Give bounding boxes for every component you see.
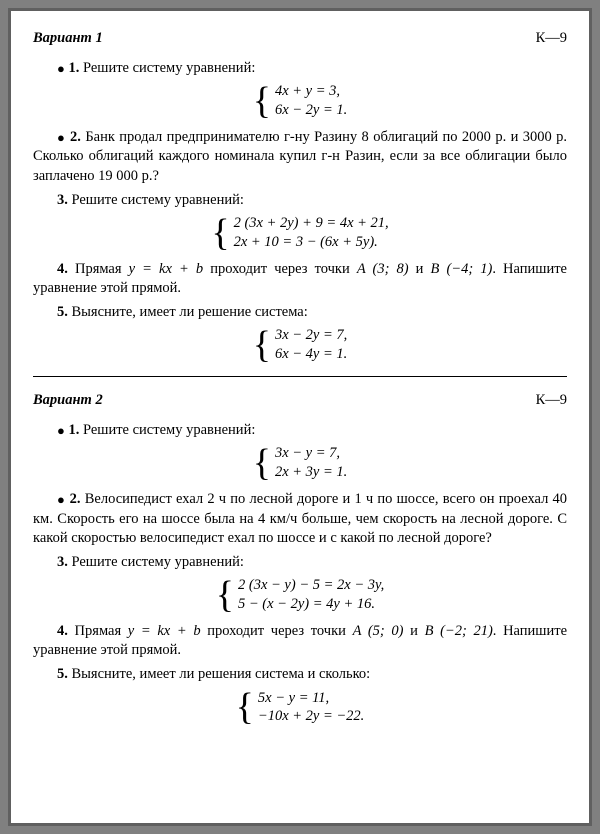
eq-line: 2x + 3y = 1. xyxy=(275,463,347,482)
v1-system1: { 4x + y = 3, 6x − 2y = 1. xyxy=(33,82,567,120)
v2-problem2: ● 2. Велосипедист ехал 2 ч по лесной дор… xyxy=(33,490,567,549)
problem-text: Выясните, имеет ли решения система и ско… xyxy=(72,666,371,682)
v2-problem1: ● 1. Решите систему уравнений: xyxy=(33,421,567,441)
eq-line: 2 (3x − y) − 5 = 2x − 3y, xyxy=(238,576,384,595)
v1-problem1: ● 1. Решите систему уравнений: xyxy=(33,59,567,79)
problem-number: 2. xyxy=(70,129,85,145)
brace-icon: { xyxy=(211,218,229,248)
problem-number: 3. xyxy=(57,554,72,570)
text-c: и xyxy=(403,623,424,639)
eq-line: −10x + 2y = −22. xyxy=(258,707,364,726)
eq-line: 2x + 10 = 3 − (6x + 5y). xyxy=(234,233,389,252)
eq-line: 3x − 2y = 7, xyxy=(275,326,347,345)
point-a: A (3; 8) xyxy=(357,261,409,277)
brace-icon: { xyxy=(236,692,254,722)
v1-system3: { 2 (3x + 2y) + 9 = 4x + 21, 2x + 10 = 3… xyxy=(33,214,567,252)
problem-number: 4. xyxy=(57,261,75,277)
problem-number: 2. xyxy=(70,491,85,507)
brace-icon: { xyxy=(253,330,271,360)
brace-icon: { xyxy=(253,448,271,478)
equations: 5x − y = 11, −10x + 2y = −22. xyxy=(258,689,364,727)
problem-number: 1. xyxy=(68,60,83,76)
text-c: и xyxy=(409,261,431,277)
variant2-klabel: К—9 xyxy=(536,391,567,411)
formula: y = kx + b xyxy=(129,261,203,277)
v2-system5: { 5x − y = 11, −10x + 2y = −22. xyxy=(33,689,567,727)
problem-text: Решите систему уравнений: xyxy=(72,554,244,570)
divider xyxy=(33,376,567,377)
v1-problem4: 4. Прямая y = kx + b проходит через точк… xyxy=(33,260,567,299)
point-b: B (−2; 21) xyxy=(425,623,493,639)
equations: 2 (3x + 2y) + 9 = 4x + 21, 2x + 10 = 3 −… xyxy=(234,214,389,252)
variant1-klabel: К—9 xyxy=(536,29,567,49)
equations: 2 (3x − y) − 5 = 2x − 3y, 5 − (x − 2y) =… xyxy=(238,576,384,614)
problem-number: 5. xyxy=(57,304,72,320)
v1-system5: { 3x − 2y = 7, 6x − 4y = 1. xyxy=(33,326,567,364)
v1-problem2: ● 2. Банк продал предпринимателю г-ну Ра… xyxy=(33,128,567,187)
eq-line: 5 − (x − 2y) = 4y + 16. xyxy=(238,595,384,614)
bullet-icon: ● xyxy=(57,60,65,75)
problem-text: Велосипедист ехал 2 ч по лесной дороге и… xyxy=(33,491,567,546)
variant1-header: Вариант 1 К—9 xyxy=(33,29,567,49)
problem-text: Банк продал предпринимателю г-ну Разину … xyxy=(33,129,567,184)
text-b: проходит через точки xyxy=(203,261,357,277)
problem-text: Решите систему уравнений: xyxy=(72,192,244,208)
v2-system1: { 3x − y = 7, 2x + 3y = 1. xyxy=(33,444,567,482)
eq-line: 5x − y = 11, xyxy=(258,689,364,708)
eq-line: 2 (3x + 2y) + 9 = 4x + 21, xyxy=(234,214,389,233)
bullet-icon: ● xyxy=(57,130,66,145)
point-b: B (−4; 1) xyxy=(431,261,493,277)
text-a: Прямая xyxy=(75,261,129,277)
equations: 4x + y = 3, 6x − 2y = 1. xyxy=(275,82,347,120)
problem-text: Решите систему уравнений: xyxy=(83,60,255,76)
problem-number: 1. xyxy=(68,422,83,438)
v1-problem5: 5. Выясните, имеет ли решение система: xyxy=(33,303,567,323)
formula: y = kx + b xyxy=(128,623,201,639)
equations: 3x − 2y = 7, 6x − 4y = 1. xyxy=(275,326,347,364)
v2-problem3: 3. Решите систему уравнений: xyxy=(33,553,567,573)
eq-line: 4x + y = 3, xyxy=(275,82,347,101)
page: Вариант 1 К—9 ● 1. Решите систему уравне… xyxy=(8,8,592,826)
brace-icon: { xyxy=(253,86,271,116)
v2-problem4: 4. Прямая y = kx + b проходит через точк… xyxy=(33,622,567,661)
bullet-icon: ● xyxy=(57,492,65,507)
point-a: A (5; 0) xyxy=(353,623,404,639)
variant2-title: Вариант 2 xyxy=(33,391,103,411)
problem-number: 5. xyxy=(57,666,72,682)
problem-text: Выясните, имеет ли решение система: xyxy=(72,304,308,320)
brace-icon: { xyxy=(216,580,234,610)
eq-line: 3x − y = 7, xyxy=(275,444,347,463)
problem-text: Решите систему уравнений: xyxy=(83,422,255,438)
variant2-header: Вариант 2 К—9 xyxy=(33,391,567,411)
problem-number: 4. xyxy=(57,623,75,639)
problem-number: 3. xyxy=(57,192,72,208)
text-b: проходит через точки xyxy=(201,623,353,639)
v1-problem3: 3. Решите систему уравнений: xyxy=(33,191,567,211)
v2-system3: { 2 (3x − y) − 5 = 2x − 3y, 5 − (x − 2y)… xyxy=(33,576,567,614)
eq-line: 6x − 4y = 1. xyxy=(275,345,347,364)
variant1-title: Вариант 1 xyxy=(33,29,103,49)
equations: 3x − y = 7, 2x + 3y = 1. xyxy=(275,444,347,482)
v2-problem5: 5. Выясните, имеет ли решения система и … xyxy=(33,665,567,685)
eq-line: 6x − 2y = 1. xyxy=(275,101,347,120)
bullet-icon: ● xyxy=(57,423,65,438)
text-a: Прямая xyxy=(75,623,128,639)
